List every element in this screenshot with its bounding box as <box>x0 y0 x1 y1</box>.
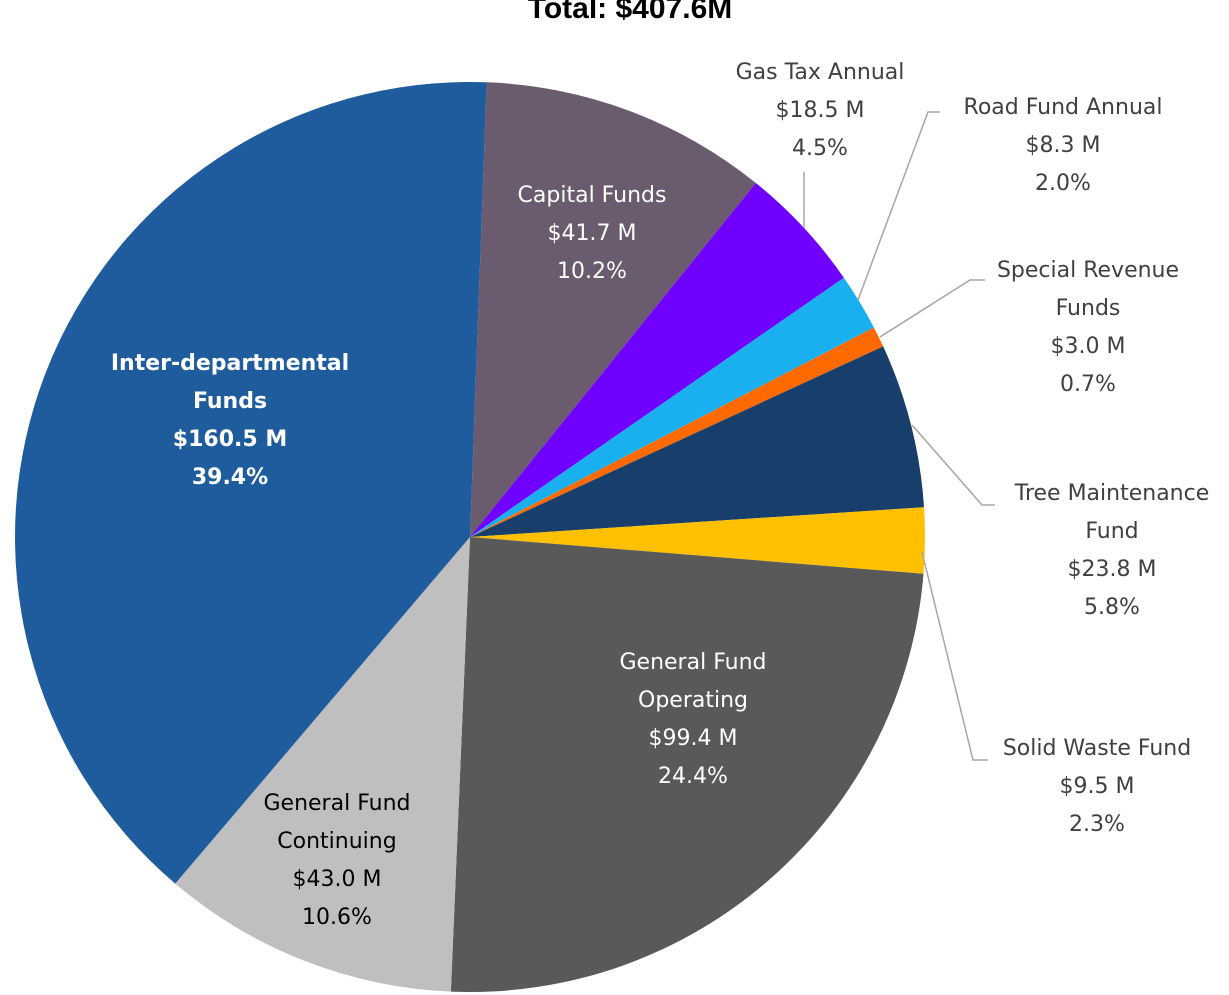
value-label: $23.8 M <box>1067 557 1157 582</box>
pie-slice <box>470 507 925 574</box>
slice-label: Special Revenue Funds $3.0 M 0.7% <box>978 252 1198 404</box>
leader-line <box>879 279 985 338</box>
category-label: Inter-departmental Funds <box>110 351 350 414</box>
category-label: General Fund Operating <box>619 650 767 713</box>
pie-slice <box>470 82 756 538</box>
percent-label: 39.4% <box>191 465 269 490</box>
slice-label: General Fund Continuing $43.0 M 10.6% <box>237 785 437 937</box>
slice-label: Road Fund Annual $8.3 M 2.0% <box>933 89 1193 203</box>
pie-slice <box>470 277 874 537</box>
category-label: Capital Funds <box>517 183 667 208</box>
slice-label: Capital Funds $41.7 M 10.2% <box>482 177 702 291</box>
value-label: $160.5 M <box>172 427 288 452</box>
percent-label: 4.5% <box>792 136 848 161</box>
slice-label: Inter-departmental Funds $160.5 M 39.4% <box>90 345 370 497</box>
value-label: $41.7 M <box>547 221 637 246</box>
value-label: $3.0 M <box>1050 334 1126 359</box>
slice-label: Solid Waste Fund $9.5 M 2.3% <box>977 730 1217 844</box>
leader-line <box>911 424 995 506</box>
pie-slice <box>470 327 884 537</box>
category-label: Tree Maintenance Fund <box>1014 481 1210 544</box>
pie-slice <box>14 82 487 884</box>
percent-label: 5.8% <box>1084 595 1140 620</box>
percent-label: 0.7% <box>1060 372 1116 397</box>
category-label: Solid Waste Fund <box>1002 736 1192 761</box>
pie-slice <box>450 537 924 992</box>
slice-label: Tree Maintenance Fund $23.8 M 5.8% <box>992 475 1229 627</box>
chart-title: Total: $407.6M <box>527 0 733 25</box>
category-label: Special Revenue Funds <box>996 258 1180 321</box>
value-label: $43.0 M <box>292 867 382 892</box>
percent-label: 24.4% <box>658 764 728 789</box>
value-label: $9.5 M <box>1059 774 1135 799</box>
slice-label: Gas Tax Annual $18.5 M 4.5% <box>710 54 930 168</box>
pie-slice <box>470 183 844 537</box>
value-label: $18.5 M <box>775 98 865 123</box>
pie-slice <box>470 346 925 537</box>
percent-label: 10.2% <box>557 259 627 284</box>
leader-line <box>857 111 940 301</box>
slice-label: General Fund Operating $99.4 M 24.4% <box>593 644 793 796</box>
category-label: General Fund Continuing <box>263 791 411 854</box>
leader-line <box>921 551 988 761</box>
percent-label: 2.0% <box>1035 171 1091 196</box>
percent-label: 10.6% <box>302 905 372 930</box>
category-label: Road Fund Annual <box>963 95 1163 120</box>
pie-slice <box>175 537 471 992</box>
percent-label: 2.3% <box>1069 812 1125 837</box>
category-label: Gas Tax Annual <box>735 60 905 85</box>
value-label: $8.3 M <box>1025 133 1101 158</box>
value-label: $99.4 M <box>648 726 738 751</box>
